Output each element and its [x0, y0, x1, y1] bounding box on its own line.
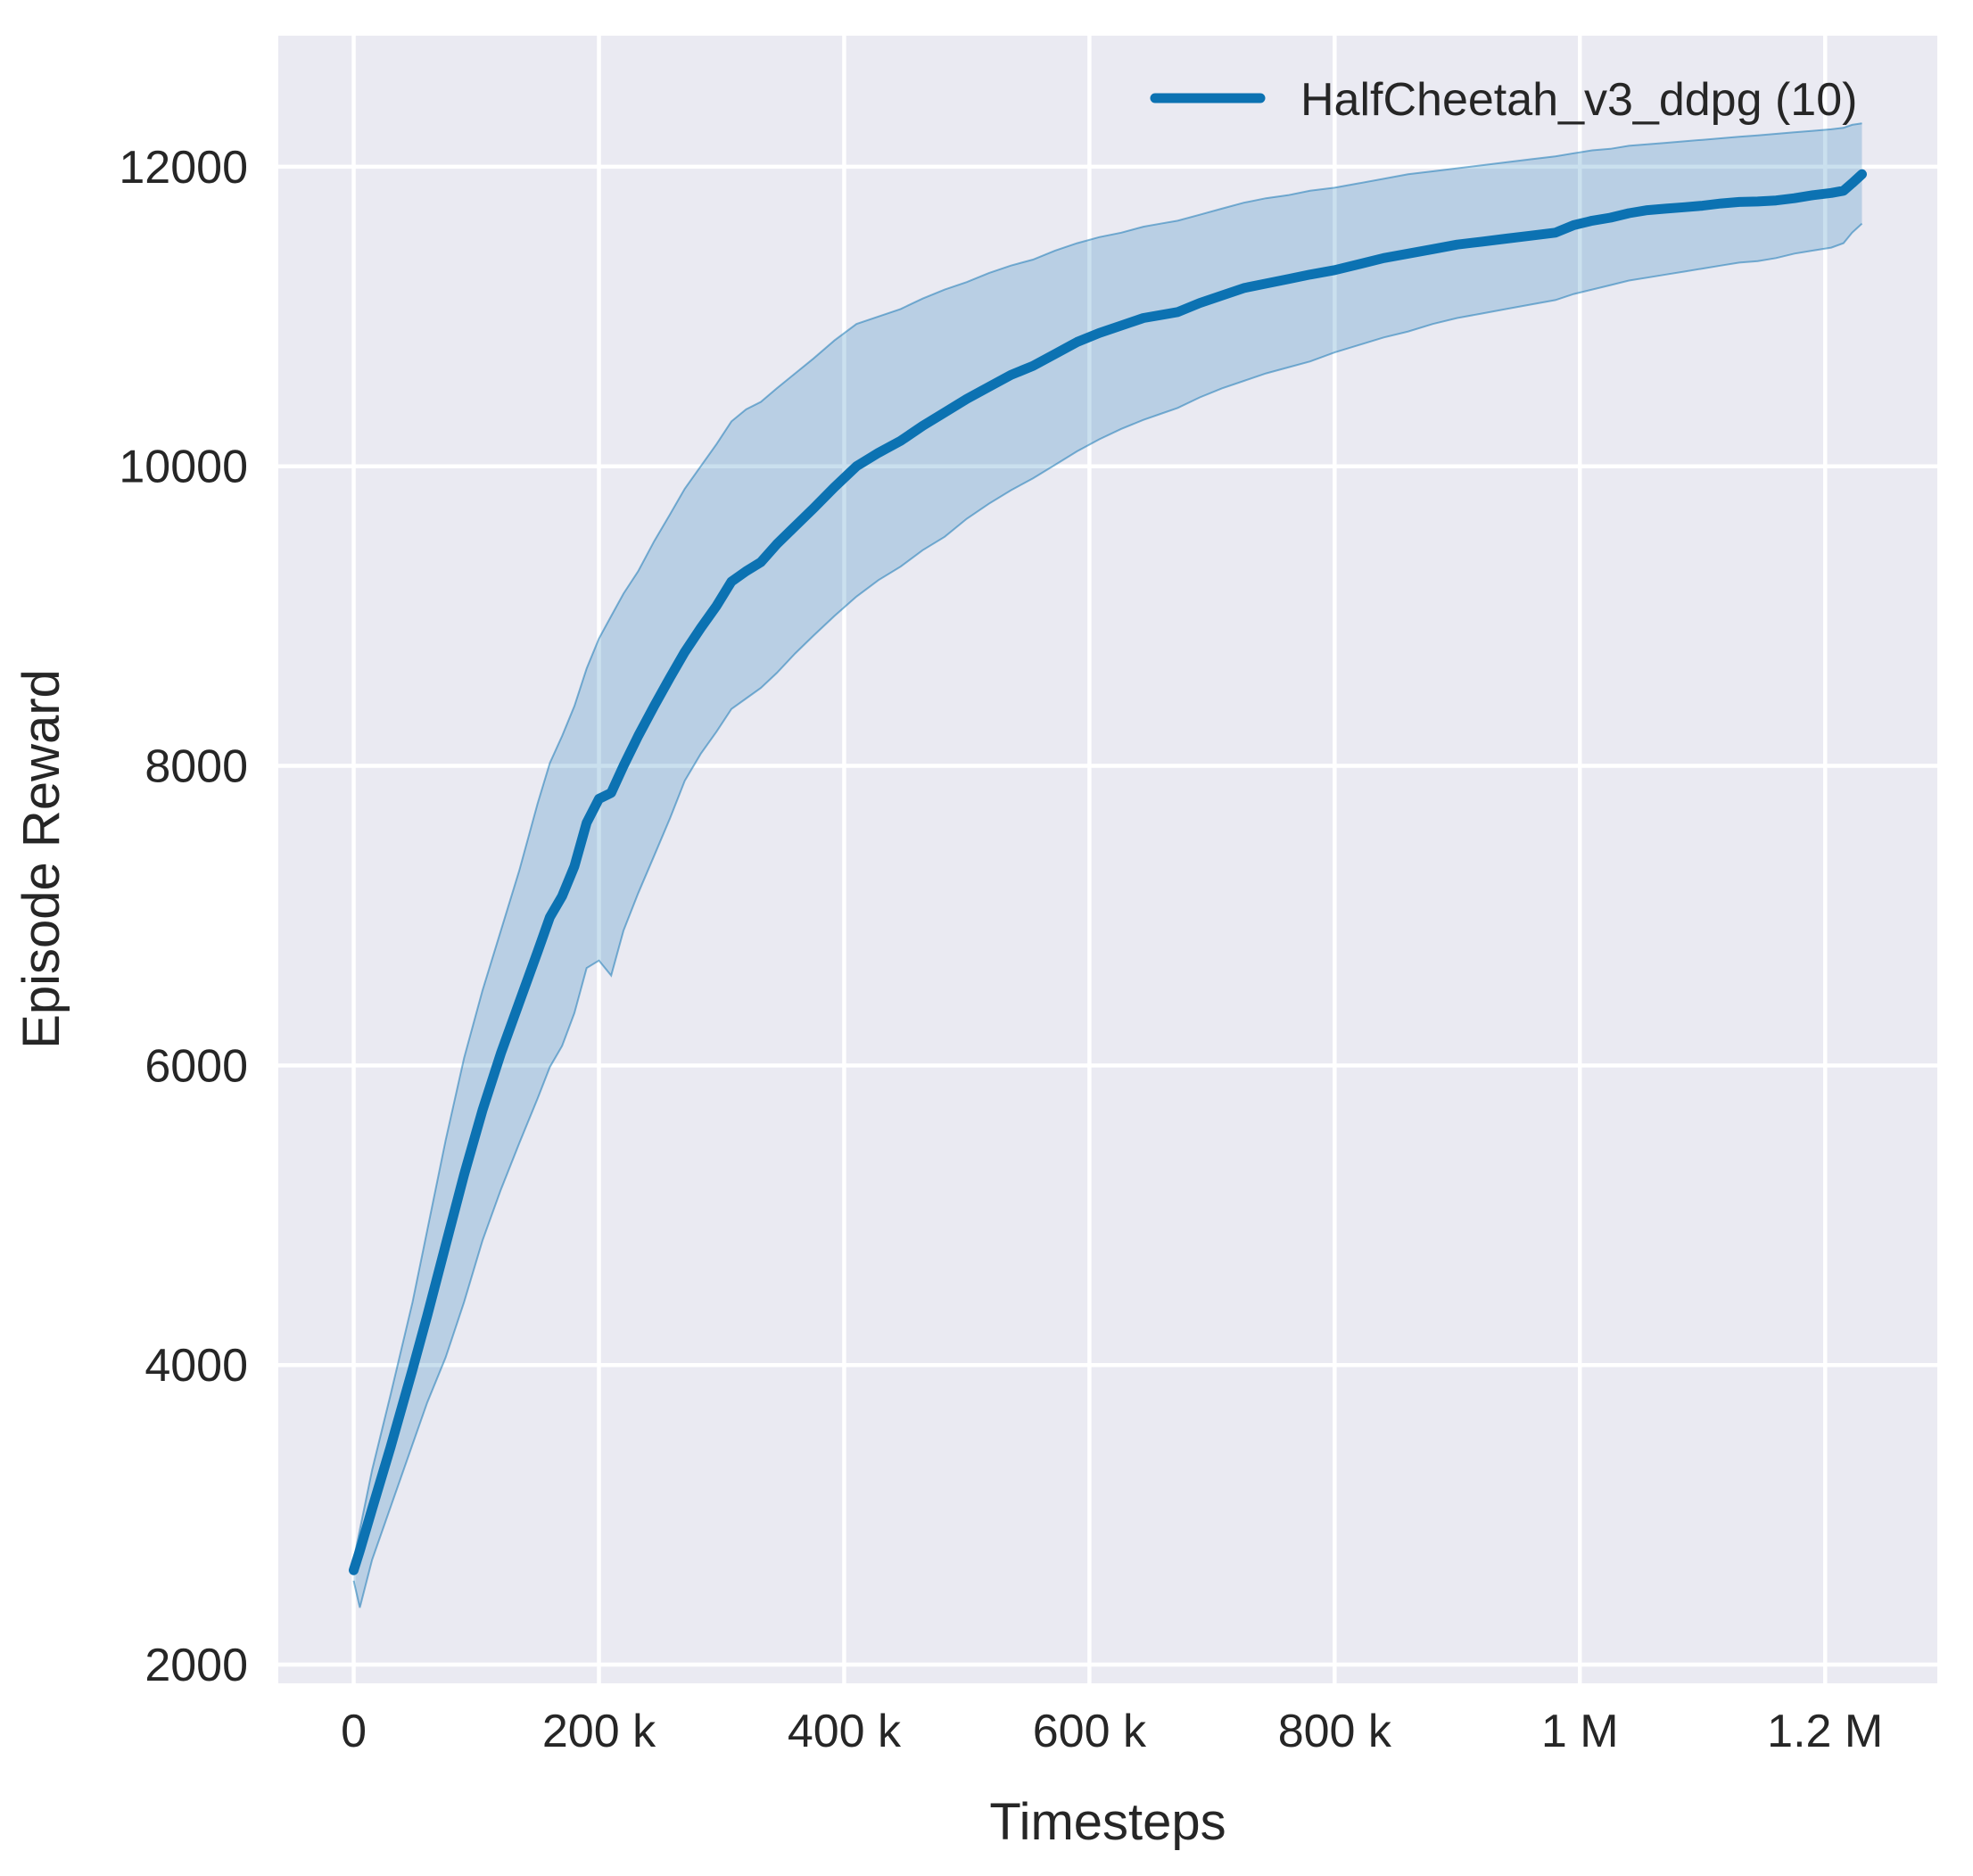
x-axis-label: Timesteps	[989, 1793, 1226, 1851]
x-tick-label: 0	[341, 1706, 367, 1757]
x-tick-label: 600 k	[1033, 1706, 1147, 1757]
band-upper-edge	[352, 122, 1862, 1560]
mean-line	[349, 169, 1867, 1575]
y-tick-label: 8000	[144, 741, 248, 793]
gridlines	[278, 36, 1937, 1683]
tick-labels: 0 200 k 400 k 600 k 800 k 1 M 1.2 M 2000 4000 600…	[119, 142, 1883, 1757]
series-group	[349, 122, 1867, 1608]
y-axis-label: Episode Reward	[12, 669, 70, 1049]
legend: HalfCheetah_v3_ddpg (10)	[1150, 74, 1857, 126]
legend-label: HalfCheetah_v3_ddpg (10)	[1300, 74, 1857, 126]
y-tick-label: 2000	[144, 1640, 248, 1691]
band-lower-edge	[352, 222, 1863, 1608]
y-tick-label: 10000	[119, 442, 248, 493]
x-tick-label: 400 k	[788, 1706, 902, 1757]
y-tick-label: 6000	[144, 1040, 248, 1092]
x-tick-label: 800 k	[1278, 1706, 1392, 1757]
x-tick-label: 200 k	[542, 1706, 656, 1757]
y-tick-label: 4000	[144, 1340, 248, 1392]
confidence-band	[353, 123, 1862, 1608]
x-tick-label: 1 M	[1541, 1706, 1619, 1757]
y-tick-label: 12000	[119, 142, 248, 194]
plot-area	[278, 36, 1937, 1683]
x-tick-label: 1.2 M	[1767, 1706, 1883, 1757]
